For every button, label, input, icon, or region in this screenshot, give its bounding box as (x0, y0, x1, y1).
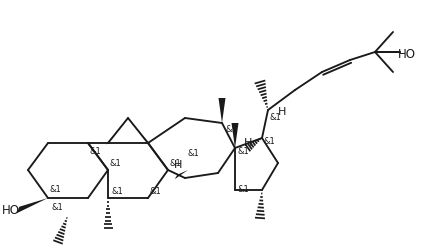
Polygon shape (128, 118, 150, 145)
Text: &1: &1 (188, 148, 200, 158)
Text: &1: &1 (90, 147, 102, 156)
Text: &1: &1 (270, 113, 282, 122)
Text: &1: &1 (150, 187, 162, 197)
Text: &1: &1 (110, 159, 122, 168)
Text: H: H (244, 138, 252, 148)
Text: H: H (278, 107, 286, 117)
Text: HO: HO (2, 204, 20, 216)
Text: &1: &1 (237, 147, 249, 156)
Text: H: H (174, 160, 182, 170)
Text: HO: HO (398, 48, 416, 61)
Text: &1: &1 (170, 159, 182, 168)
Polygon shape (106, 118, 128, 145)
Text: &1: &1 (112, 187, 124, 197)
Text: &1: &1 (50, 185, 62, 195)
Text: &1: &1 (237, 185, 249, 195)
Polygon shape (175, 170, 188, 179)
Polygon shape (218, 98, 225, 123)
Text: &1: &1 (264, 138, 276, 146)
Polygon shape (232, 123, 239, 148)
Polygon shape (17, 198, 48, 213)
Text: &1: &1 (225, 125, 237, 135)
Text: &1: &1 (52, 203, 64, 211)
